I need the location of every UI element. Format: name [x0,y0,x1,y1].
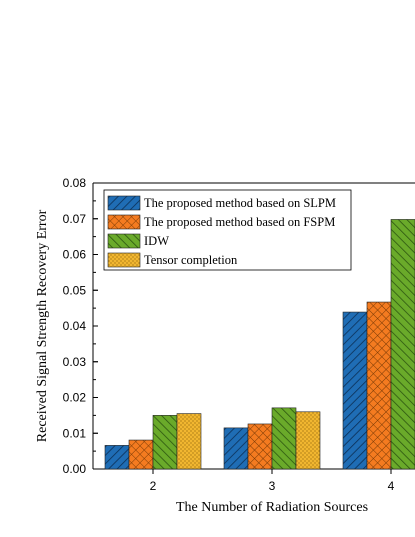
x-axis-title: The Number of Radiation Sources [176,500,368,515]
x-axis: 2 3 4 [150,469,395,493]
x-tick-label: 3 [269,479,276,493]
legend: The proposed method based on SLPM The pro… [103,189,352,271]
legend-label: The proposed method based on FSPM [144,215,335,229]
y-axis-title: Received Signal Strength Recovery Error [35,209,50,442]
legend-label: Tensor completion [144,253,238,267]
y-tick-label: 0.01 [63,426,87,440]
legend-swatch [107,214,141,230]
y-tick-label: 0.05 [63,283,87,297]
bar-2-cat-4 [366,301,392,470]
y-axis: 0.00 0.01 0.02 0.03 0.04 0.05 0.06 0.07 0.08 [63,176,98,476]
legend-swatch [107,233,141,249]
bar-2-cat-2 [128,439,154,470]
bar-1-cat-4 [342,311,368,470]
bar-4-cat-2 [176,413,202,470]
y-tick-label: 0.02 [63,391,87,405]
y-tick-label: 0.03 [63,355,87,369]
y-tick-label: 0.08 [63,176,87,190]
x-tick-label: 4 [388,479,395,493]
bar-3-cat-3 [271,407,297,470]
legend-label: IDW [144,234,169,248]
y-tick-label: 0.06 [63,248,87,262]
x-tick-label: 2 [150,479,157,493]
bars-group [104,219,415,470]
bar-3-cat-4 [390,219,415,470]
bar-1-cat-2 [104,445,130,470]
y-tick-label: 0.07 [63,212,87,226]
bar-4-cat-3 [295,411,321,470]
bar-1-cat-3 [223,427,249,470]
bar-2-cat-3 [247,423,273,470]
legend-swatch [107,195,141,211]
legend-label: The proposed method based on SLPM [144,196,336,210]
legend-box [103,189,352,271]
y-tick-label: 0.04 [63,319,87,333]
y-tick-label: 0.00 [63,462,87,476]
bar-3-cat-2 [152,415,178,470]
legend-swatch [107,252,141,268]
